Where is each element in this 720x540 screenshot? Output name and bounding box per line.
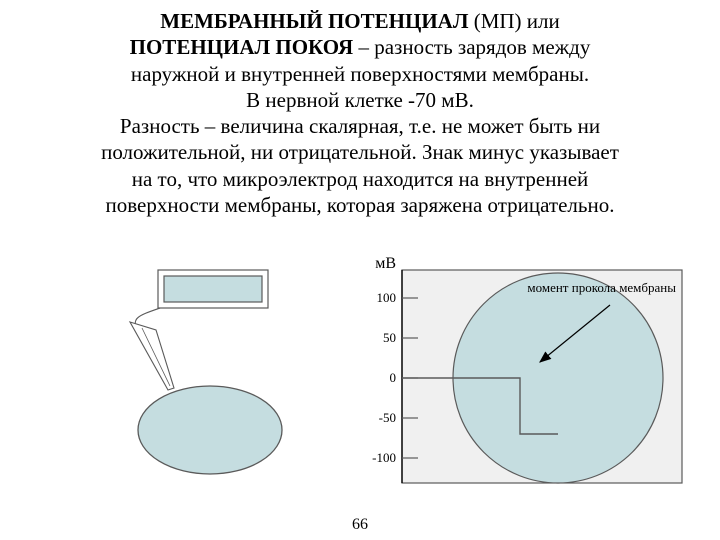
- chart-panel: 100 50 0 -50 -100 мВ момент прокола мембраны: [330, 250, 690, 500]
- heading-bold-2: ПОТЕНЦИАЛ ПОКОЯ: [130, 35, 354, 59]
- slide: МЕМБРАННЫЙ ПОТЕНЦИАЛ (МП) или ПОТЕНЦИАЛ …: [0, 0, 720, 540]
- heading-rest-1: (МП) или: [468, 9, 559, 33]
- svg-text:мВ: мВ: [375, 255, 396, 272]
- heading-line-5: Разность – величина скалярная, т.е. не м…: [40, 113, 680, 139]
- heading-rest-2: – разность зарядов между: [353, 35, 590, 59]
- heading-line-1: МЕМБРАННЫЙ ПОТЕНЦИАЛ (МП) или: [40, 8, 680, 34]
- heading-line-8: поверхности мембраны, которая заряжена о…: [40, 192, 680, 218]
- svg-text:момент прокола мембраны: момент прокола мембраны: [527, 280, 676, 295]
- heading-line-6: положительной, ни отрицательной. Знак ми…: [40, 139, 680, 165]
- electrode-svg: [60, 260, 320, 490]
- chart-svg: 100 50 0 -50 -100 мВ момент прокола мембраны: [330, 250, 690, 500]
- svg-text:0: 0: [390, 370, 397, 385]
- heading-line-7: на то, что микроэлектрод находится на вн…: [40, 166, 680, 192]
- svg-text:50: 50: [383, 330, 396, 345]
- heading-line-2: ПОТЕНЦИАЛ ПОКОЯ – разность зарядов между: [40, 34, 680, 60]
- electrode-diagram: [60, 260, 320, 490]
- svg-text:100: 100: [377, 290, 397, 305]
- svg-text:-50: -50: [379, 410, 396, 425]
- heading-line-3: наружной и внутренней поверхностями мемб…: [40, 61, 680, 87]
- svg-text:-100: -100: [372, 450, 396, 465]
- heading-bold-1: МЕМБРАННЫЙ ПОТЕНЦИАЛ: [160, 9, 468, 33]
- heading-block: МЕМБРАННЫЙ ПОТЕНЦИАЛ (МП) или ПОТЕНЦИАЛ …: [40, 8, 680, 218]
- heading-line-4: В нервной клетке -70 мВ.: [40, 87, 680, 113]
- page-number: 66: [0, 516, 720, 534]
